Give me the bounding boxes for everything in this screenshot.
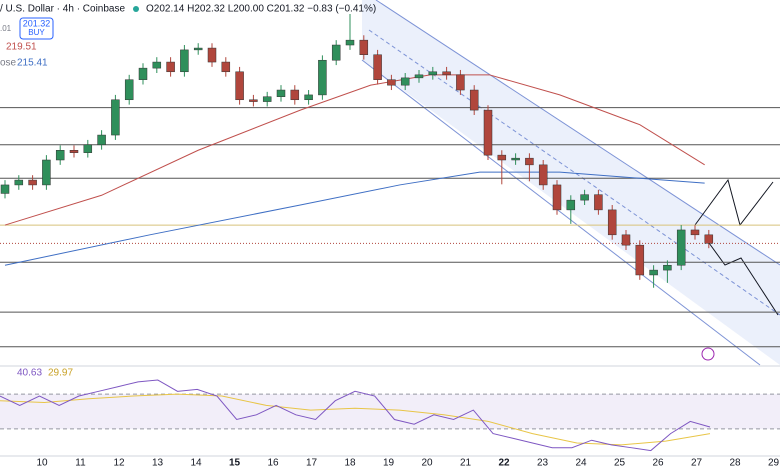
ma-legend: 219.51 [6, 42, 37, 53]
candle-body [276, 89, 286, 97]
candle-body [14, 179, 24, 186]
candle-body [138, 67, 148, 80]
candle-body [663, 264, 672, 271]
candle-body [331, 44, 341, 61]
x-tick-label: 13 [152, 458, 164, 469]
x-tick-label: 11 [75, 458, 86, 469]
candle-body [497, 154, 507, 161]
candle-body [180, 49, 189, 73]
x-tick-label: 23 [537, 458, 549, 469]
candle-body [400, 77, 410, 86]
moving-average [4, 171, 705, 266]
projection-down [708, 242, 779, 316]
x-tick-label: 24 [575, 458, 587, 469]
candle-body [221, 61, 231, 73]
candle-body [262, 96, 272, 102]
candle-body [207, 47, 217, 63]
candle-body [318, 59, 327, 96]
x-tick-label: 28 [729, 458, 741, 469]
candle-body [635, 244, 645, 276]
candle-body [704, 234, 714, 244]
candle-body [42, 159, 51, 186]
x-tick-label: 26 [652, 458, 664, 469]
channel [362, 0, 780, 365]
candle-body [111, 99, 120, 136]
x-tick-label: 14 [190, 458, 202, 469]
ma-legend-name: ose [0, 58, 17, 69]
candle-body [28, 179, 37, 186]
channel-mid [368, 29, 780, 316]
candle-body [580, 194, 589, 201]
candle-body [55, 150, 65, 161]
candle-body [152, 61, 162, 69]
x-tick-label: 18 [344, 458, 356, 469]
rsi-legend: 40.63 [17, 368, 42, 379]
candle-body [0, 184, 10, 194]
candle-body [124, 79, 134, 101]
rsi-legend: 29.97 [48, 368, 73, 379]
moving-average [4, 74, 705, 226]
x-tick-label: 17 [306, 458, 318, 469]
projection-up [694, 178, 774, 227]
ma-legend: 215.41 [17, 58, 48, 69]
x-tick-label: 16 [267, 458, 279, 469]
candle-body [387, 79, 396, 86]
candle-body [538, 164, 548, 186]
x-tick-label: 20 [421, 458, 433, 469]
candle-body [566, 199, 576, 211]
x-tick-label: 10 [36, 458, 48, 469]
replay-icon[interactable] [701, 347, 715, 361]
candle-body [649, 269, 658, 276]
buy-label[interactable]: BUY [28, 28, 45, 37]
spread: .01 [0, 24, 12, 33]
x-tick-label: 27 [691, 458, 703, 469]
candle-body [621, 234, 631, 246]
rsi-line [0, 393, 711, 446]
status-dot [133, 6, 139, 12]
candle-body [290, 89, 300, 101]
candle-body [359, 39, 369, 56]
x-tick-label: 19 [383, 458, 395, 469]
x-tick-label: 21 [460, 458, 472, 469]
candle-body [607, 209, 617, 236]
candle-body [414, 74, 424, 79]
buy-button[interactable] [19, 17, 54, 40]
candle-body [373, 54, 382, 80]
candle-body [69, 150, 79, 153]
x-tick-label: 15 [229, 458, 241, 469]
candle-body [249, 99, 258, 102]
candle-body [552, 184, 562, 211]
candle-body [456, 74, 465, 91]
candle-body [345, 39, 355, 46]
candle-body [235, 71, 244, 101]
x-tick-label: 22 [498, 458, 510, 469]
candle-body [193, 47, 203, 51]
candle-body [690, 229, 700, 236]
candle-body [676, 229, 686, 266]
candle-body [594, 194, 603, 211]
candle-body [511, 157, 520, 161]
symbol: / U.S. Dollar · 4h · Coinbase [0, 4, 125, 15]
candle-body [442, 71, 451, 76]
x-tick-label: 29 [768, 458, 780, 469]
candle-body [304, 94, 313, 101]
x-tick-label: 25 [614, 458, 626, 469]
candle-body [428, 71, 438, 76]
candle-body [525, 157, 534, 166]
ohlc: O202.14 H202.32 L200.00 C201.32 −0.83 (−… [146, 4, 376, 15]
channel-top [375, 0, 780, 266]
rsi-line [0, 379, 711, 452]
candle-body [469, 89, 479, 111]
candle-body [83, 144, 93, 153]
candle-body [97, 134, 106, 146]
channel-bottom [361, 59, 761, 366]
candle-body [483, 109, 493, 156]
candle-body [166, 61, 175, 73]
rsi-band [0, 394, 780, 429]
x-tick-label: 12 [113, 458, 125, 469]
buy-price[interactable]: 201.32 [23, 18, 51, 28]
